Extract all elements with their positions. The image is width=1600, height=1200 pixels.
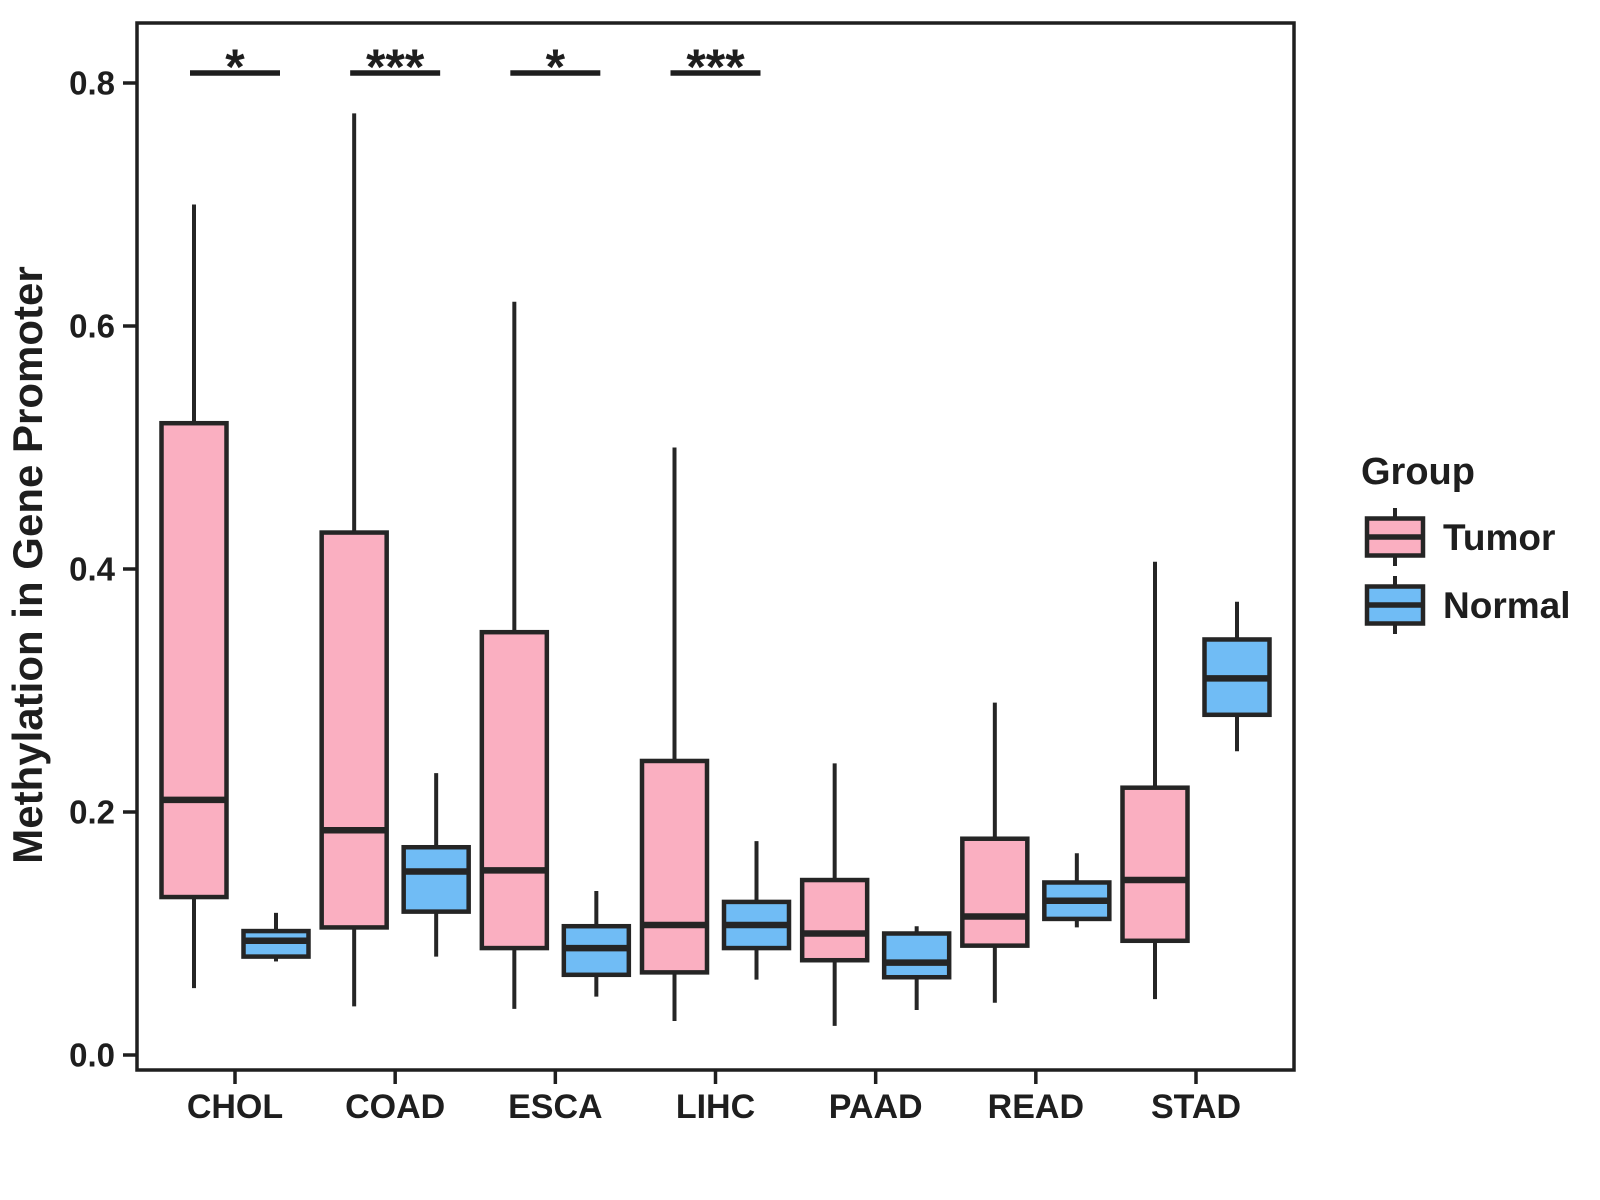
y-tick-label-0.0: 0.0 [69,1037,115,1074]
box-COAD-normal [401,844,471,914]
x-tick-label-STAD: STAD [1151,1088,1241,1126]
box-LIHC-tumor [639,758,710,975]
x-tick-label-READ: READ [988,1088,1084,1126]
box-COAD-tumor [319,530,389,930]
legend-label-tumor: Tumor [1443,517,1555,558]
y-tick-label-0.4: 0.4 [69,551,116,588]
box-ESCA-tumor [479,629,550,951]
significance-label-CHOL: * [225,39,245,95]
panel-border [135,21,1296,1072]
x-tick-label-PAAD: PAAD [829,1088,923,1126]
legend-label-normal: Normal [1443,585,1570,626]
box-STAD-tumor [1120,785,1190,944]
x-tick-label-ESCA: ESCA [508,1088,602,1126]
significance-label-COAD: *** [366,39,425,95]
box-CHOL-tumor [159,420,229,900]
significance-label-ESCA: * [546,39,566,95]
x-tick-label-COAD: COAD [345,1088,445,1126]
y-tick-label-0.2: 0.2 [69,794,115,831]
box-PAAD-normal [881,931,952,980]
x-tick-label-CHOL: CHOL [187,1088,283,1126]
box-READ-tumor [960,836,1030,948]
significance-label-LIHC: *** [686,39,745,95]
x-tick-label-LIHC: LIHC [676,1088,755,1126]
y-tick-label-0.6: 0.6 [69,308,115,345]
y-axis-title: Methylation in Gene Promoter [4,266,51,863]
y-tick-label-0.8: 0.8 [69,65,115,102]
legend-title: Group [1361,451,1475,493]
box-PAAD-tumor [799,877,870,963]
